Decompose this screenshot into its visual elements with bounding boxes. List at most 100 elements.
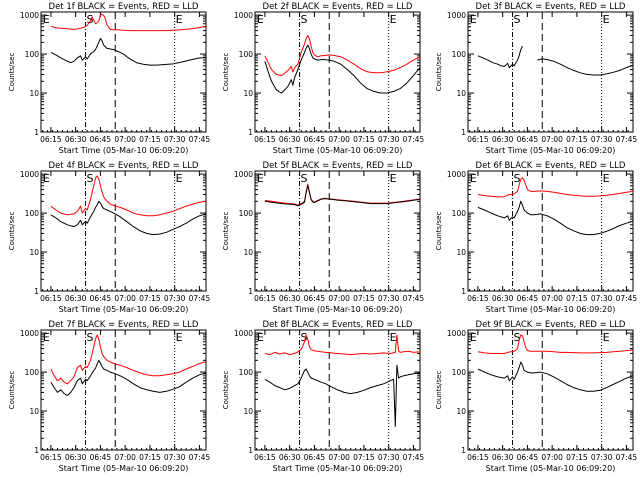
y-tick-label: 1000 [447, 11, 466, 20]
y-axis-label: Counts/sec [222, 53, 230, 92]
y-tick-label: 10 [456, 248, 466, 257]
x-tick-label: 07:30 [591, 135, 613, 144]
y-tick-label: 1 [34, 128, 39, 137]
x-tick-label: 07:45 [189, 294, 211, 303]
x-tick-label: 06:30 [492, 294, 514, 303]
x-tick-label: 06:15 [40, 294, 62, 303]
y-axis-label: Counts/sec [8, 53, 16, 92]
x-tick-label: 06:45 [90, 294, 112, 303]
x-tick-label: 07:15 [139, 135, 161, 144]
detector-panel-8: Det 8f BLACK = Events, RED = LLD Counts/s… [222, 320, 424, 473]
y-tick-label: 10 [29, 407, 39, 416]
y-tick-label: 1000 [20, 11, 39, 20]
x-tick-label: 06:15 [254, 135, 276, 144]
y-axis-label: Counts/sec [8, 212, 16, 251]
event-rate-line [477, 45, 523, 69]
marker-letter: E [470, 13, 477, 26]
x-tick-label: 07:15 [139, 453, 161, 462]
x-tick-label: 07:45 [189, 135, 211, 144]
panel-title: Det 6f BLACK = Events, RED = LLD [476, 161, 626, 171]
marker-letter: E [603, 13, 610, 26]
y-axis-label: Counts/sec [222, 212, 230, 251]
marker-letter: E [176, 13, 183, 26]
marker-letter: E [43, 13, 50, 26]
event-rate-line [264, 44, 421, 94]
marker-letter: E [257, 331, 264, 344]
x-axis-label: Start Time (05-Mar-10 06:09:20) [59, 305, 189, 314]
lld-rate-line [50, 175, 207, 217]
y-tick-label: 10 [456, 407, 466, 416]
plot-frame [40, 11, 207, 133]
y-tick-label: 1000 [447, 170, 466, 179]
panel-title: Det 7f BLACK = Events, RED = LLD [49, 320, 199, 330]
y-tick-label: 1000 [20, 329, 39, 338]
x-tick-label: 07:00 [328, 453, 350, 462]
x-tick-label: 06:45 [90, 135, 112, 144]
y-tick-label: 100 [25, 209, 40, 218]
y-axis-label: Counts/sec [8, 371, 16, 410]
x-tick-label: 07:15 [566, 453, 588, 462]
x-tick-label: 07:45 [616, 294, 638, 303]
x-tick-label: 06:15 [467, 135, 489, 144]
x-tick-label: 07:45 [403, 135, 425, 144]
x-tick-label: 06:30 [492, 453, 514, 462]
x-tick-label: 06:45 [517, 453, 539, 462]
y-axis-label: Counts/sec [435, 212, 443, 251]
marker-letter: E [43, 172, 50, 185]
y-tick-label: 10 [243, 248, 253, 257]
x-tick-label: 07:00 [114, 135, 136, 144]
panel-title: Det 4f BLACK = Events, RED = LLD [49, 161, 199, 171]
x-axis-label: Start Time (05-Mar-10 06:09:20) [59, 146, 189, 155]
y-axis-label: Counts/sec [435, 371, 443, 410]
y-tick-label: 1000 [447, 329, 466, 338]
x-tick-label: 06:45 [304, 135, 326, 144]
lld-rate-line [264, 35, 421, 77]
y-tick-label: 1000 [234, 329, 253, 338]
detector-panel-7: Det 7f BLACK = Events, RED = LLD Counts/s… [8, 320, 210, 473]
x-tick-label: 06:30 [65, 294, 87, 303]
x-tick-label: 06:45 [304, 294, 326, 303]
x-tick-label: 06:15 [254, 294, 276, 303]
x-tick-label: 06:30 [65, 453, 87, 462]
y-tick-label: 100 [239, 209, 254, 218]
event-rate-line [50, 38, 207, 66]
x-axis-label: Start Time (05-Mar-10 06:09:20) [273, 464, 403, 473]
marker-letter: E [470, 172, 477, 185]
x-tick-label: 06:30 [279, 453, 301, 462]
panel-title: Det 8f BLACK = Events, RED = LLD [263, 320, 413, 330]
panel-title: Det 1f BLACK = Events, RED = LLD [49, 2, 199, 12]
x-tick-label: 07:45 [616, 135, 638, 144]
x-axis-label: Start Time (05-Mar-10 06:09:20) [273, 146, 403, 155]
y-tick-label: 100 [452, 50, 467, 59]
marker-letter: E [257, 172, 264, 185]
detector-panel-3: Det 3f BLACK = Events, RED = LLD Counts/s… [435, 2, 637, 155]
x-axis-label: Start Time (05-Mar-10 06:09:20) [486, 305, 616, 314]
x-tick-label: 07:15 [566, 294, 588, 303]
detector-panel-1: Det 1f BLACK = Events, RED = LLD Counts/s… [8, 2, 210, 155]
marker-letter: E [603, 331, 610, 344]
x-tick-label: 07:00 [114, 453, 136, 462]
marker-letter: E [390, 331, 397, 344]
x-tick-label: 07:00 [541, 135, 563, 144]
marker-letter: E [390, 172, 397, 185]
marker-letter: E [43, 331, 50, 344]
y-tick-label: 1000 [20, 170, 39, 179]
x-tick-label: 06:45 [304, 453, 326, 462]
y-tick-label: 1 [248, 287, 253, 296]
x-tick-label: 07:00 [541, 294, 563, 303]
y-tick-label: 100 [239, 50, 254, 59]
event-rate-line [477, 361, 634, 392]
x-tick-label: 07:15 [353, 294, 375, 303]
plot-frame [254, 329, 421, 451]
x-tick-label: 07:15 [566, 135, 588, 144]
y-tick-label: 1 [34, 446, 39, 455]
y-tick-label: 1 [248, 128, 253, 137]
y-tick-label: 1 [461, 287, 466, 296]
x-axis-label: Start Time (05-Mar-10 06:09:20) [486, 464, 616, 473]
x-axis-label: Start Time (05-Mar-10 06:09:20) [486, 146, 616, 155]
x-axis-label: Start Time (05-Mar-10 06:09:20) [59, 464, 189, 473]
panel-title: Det 2f BLACK = Events, RED = LLD [263, 2, 413, 12]
panel-title: Det 5f BLACK = Events, RED = LLD [263, 161, 413, 171]
x-tick-label: 06:15 [40, 453, 62, 462]
y-axis-label: Counts/sec [435, 53, 443, 92]
